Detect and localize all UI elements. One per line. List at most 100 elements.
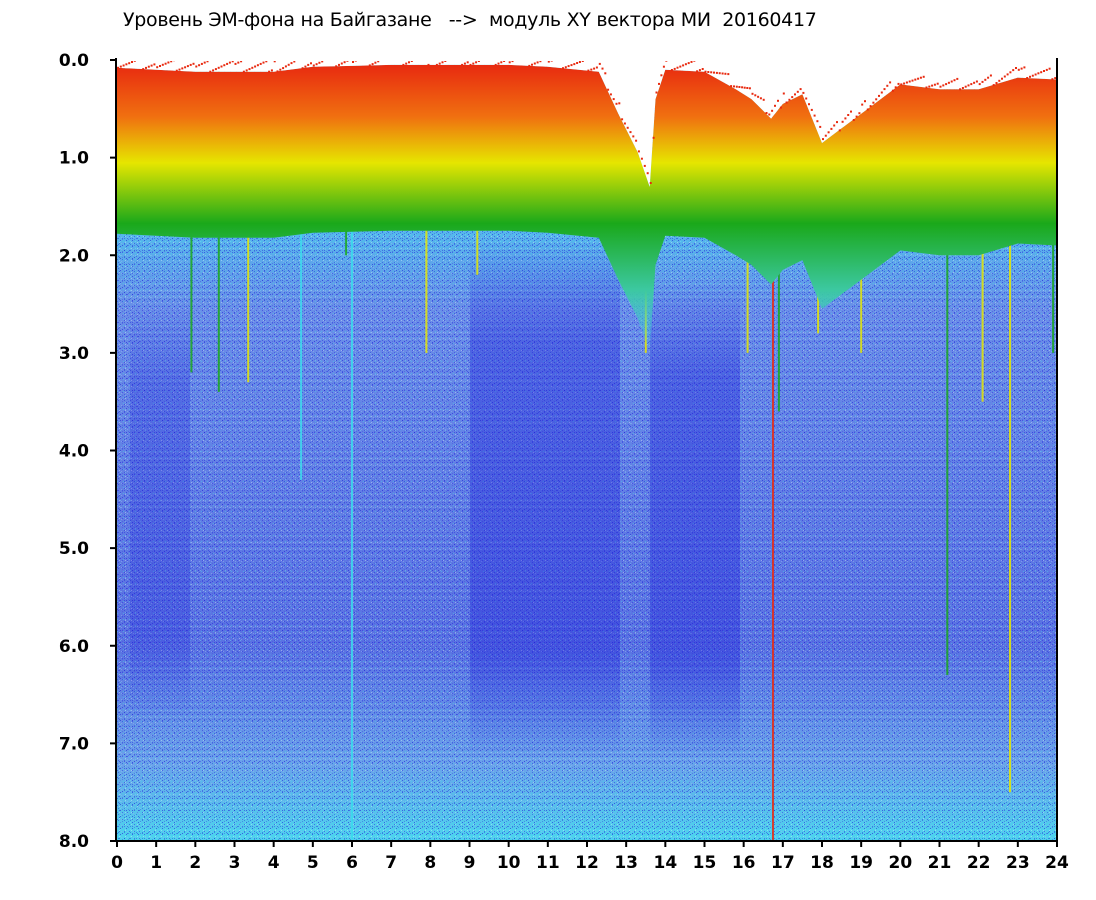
y-tick-label: 2.0 xyxy=(59,246,89,266)
noise-dot xyxy=(704,70,707,73)
noise-dot xyxy=(312,64,315,67)
noise-dot xyxy=(816,120,819,123)
noise-dot xyxy=(746,87,749,89)
noise-dot xyxy=(684,63,687,66)
noise-dot xyxy=(959,88,962,91)
noise-dot xyxy=(836,121,838,124)
noise-dot xyxy=(293,60,296,63)
noise-dot xyxy=(282,67,285,70)
noise-dot xyxy=(386,56,388,58)
noise-dot xyxy=(754,94,757,97)
noise-dot xyxy=(198,64,201,67)
noise-dot xyxy=(861,103,864,106)
noise-dot xyxy=(265,60,268,63)
noise-dot xyxy=(690,60,693,63)
x-tick-label: 12 xyxy=(575,853,599,873)
noise-dot xyxy=(1006,73,1009,76)
noise-dot xyxy=(1037,72,1040,75)
noise-dot xyxy=(422,55,424,57)
noise-dot xyxy=(153,63,156,66)
noise-dot xyxy=(928,85,931,88)
noise-dot xyxy=(438,62,441,65)
noise-dot xyxy=(251,66,254,69)
noise-dot xyxy=(397,55,399,57)
noise-dot xyxy=(394,56,396,58)
y-tick-label: 6.0 xyxy=(59,637,89,657)
noise-dot xyxy=(1015,67,1017,69)
noise-dot xyxy=(646,172,649,175)
noise-dot xyxy=(458,54,460,56)
noise-dot xyxy=(794,93,796,96)
noise-dot xyxy=(880,91,883,94)
noise-dot xyxy=(1034,73,1037,76)
noise-dot xyxy=(276,70,279,73)
noise-dot xyxy=(122,64,125,67)
axis-tick-layer: 0 1 2 3 4 5 6 7 8 9 10 11 12 13 14 15 16 17 18 19 20 21 22 23 24… xyxy=(59,51,1069,873)
x-tick-label: 2 xyxy=(189,853,201,873)
noise-dot xyxy=(270,69,273,72)
noise-dot xyxy=(1048,67,1051,70)
noise-dot xyxy=(368,64,371,67)
noise-dot xyxy=(119,65,122,68)
noise-dot xyxy=(209,70,212,73)
noise-dot xyxy=(987,76,990,79)
noise-dot xyxy=(1051,78,1054,81)
noise-dot xyxy=(629,131,632,134)
noise-dot xyxy=(1040,71,1043,74)
noise-dot xyxy=(167,61,170,64)
x-tick-label: 16 xyxy=(732,853,756,873)
dark-band-midday xyxy=(470,240,620,760)
noise-dot xyxy=(872,101,875,104)
noise-dot xyxy=(607,88,610,91)
noise-dot xyxy=(768,113,771,116)
noise-dot xyxy=(203,61,206,64)
noise-dot xyxy=(748,87,751,90)
noise-dot xyxy=(866,108,869,111)
noise-dot xyxy=(1001,77,1003,80)
noise-dot xyxy=(117,66,119,69)
noise-dot xyxy=(587,69,590,72)
noise-dot xyxy=(847,114,850,116)
noise-dot xyxy=(771,109,774,112)
noise-dot xyxy=(735,85,738,88)
noise-dot xyxy=(254,65,257,68)
noise-dot xyxy=(1043,70,1045,72)
y-tick-label: 5.0 xyxy=(59,539,89,559)
noise-dot xyxy=(727,73,730,76)
noise-dot xyxy=(430,55,432,57)
noise-dot xyxy=(564,66,567,69)
noise-dot xyxy=(321,60,324,63)
noise-dot xyxy=(682,64,685,67)
noise-dot xyxy=(730,85,733,88)
x-tick-label: 22 xyxy=(967,853,991,873)
noise-dot xyxy=(626,126,629,129)
chart-title: Уровень ЭМ-фона на Байгазане --> модуль … xyxy=(123,9,817,31)
noise-dot xyxy=(947,81,950,84)
noise-dot xyxy=(687,62,690,65)
noise-dot xyxy=(883,88,886,91)
noise-dot xyxy=(774,104,776,107)
noise-dot xyxy=(248,68,251,71)
noise-dot xyxy=(1023,66,1026,69)
noise-dot xyxy=(242,70,245,73)
noise-dot xyxy=(1026,77,1029,79)
noise-dot xyxy=(612,98,615,101)
x-tick-label: 23 xyxy=(1006,853,1030,873)
noise-dot xyxy=(751,92,754,95)
noise-dot xyxy=(192,62,195,65)
noise-dot xyxy=(340,62,343,65)
noise-dot xyxy=(961,87,964,89)
x-tick-label: 1 xyxy=(150,853,162,873)
noise-dot xyxy=(145,66,147,69)
y-tick-label: 7.0 xyxy=(59,734,89,754)
noise-dot xyxy=(533,62,536,65)
noise-floor-band xyxy=(117,64,1057,353)
noise-dot xyxy=(497,62,500,65)
noise-dot xyxy=(301,67,304,70)
noise-dot xyxy=(228,61,231,64)
noise-dot xyxy=(178,68,181,71)
noise-dot xyxy=(237,61,240,64)
noise-dot xyxy=(526,54,528,56)
noise-dot xyxy=(307,63,310,66)
x-tick-label: 5 xyxy=(307,853,319,873)
